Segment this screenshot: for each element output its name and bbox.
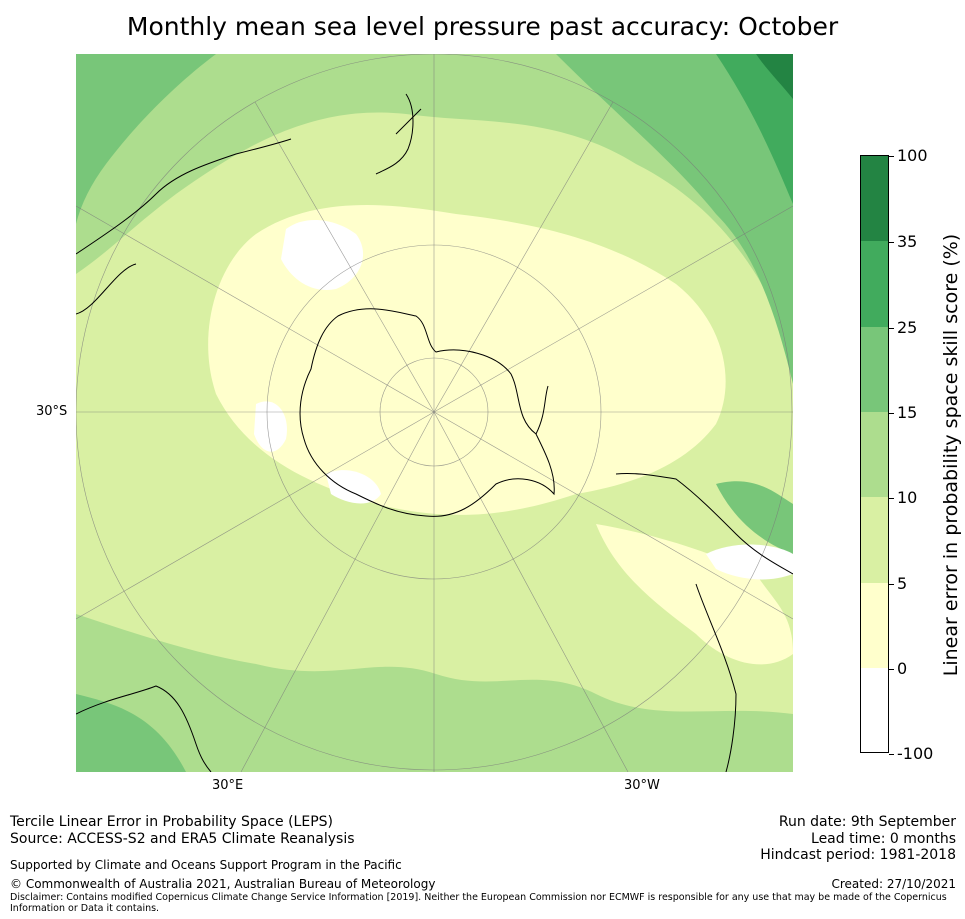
colorbar xyxy=(860,155,889,753)
map-title: Monthly mean sea level pressure past acc… xyxy=(126,12,839,41)
colorbar-swatch-25-35 xyxy=(860,241,889,327)
skill-band-10-15 xyxy=(76,54,793,354)
colorbar-tick-5: 5 xyxy=(889,574,907,593)
skill-band-15-25-east xyxy=(716,481,793,554)
footer-support: Supported by Climate and Oceans Support … xyxy=(10,858,402,872)
polar-map xyxy=(76,54,793,772)
footer-lead-time: Lead time: 0 months xyxy=(811,831,956,847)
skill-band-negative-3 xyxy=(326,470,381,504)
footer-leps: Tercile Linear Error in Probability Spac… xyxy=(10,814,333,830)
africa-coast xyxy=(76,685,212,772)
south-america-coast xyxy=(615,473,793,772)
skill-band-25-35 xyxy=(716,54,793,204)
skill-band-15-25-south xyxy=(76,694,186,772)
skill-band-15-25 xyxy=(556,54,793,384)
colorbar-tick-neg100: -100 xyxy=(889,744,933,763)
graticule xyxy=(76,54,793,772)
new-zealand-coast xyxy=(375,93,422,175)
colorbar-swatch-35-100 xyxy=(860,155,889,241)
colorbar-swatch-10-15 xyxy=(860,412,889,497)
colorbar-tick-25: 25 xyxy=(889,318,917,337)
skill-band-35-100 xyxy=(756,54,793,99)
lat-label-30s: 30°S xyxy=(36,404,68,419)
skill-band-10-15-south xyxy=(76,614,793,772)
footer-run-date: Run date: 9th September xyxy=(778,814,956,830)
skill-band-15-25-west xyxy=(76,54,216,224)
footer-disclaimer-2: Information or Data it contains. xyxy=(10,903,160,914)
coastlines xyxy=(76,93,793,772)
australia-coast xyxy=(76,138,292,315)
colorbar-tick-10: 10 xyxy=(889,488,917,507)
colorbar-tick-35: 35 xyxy=(889,232,917,251)
colorbar-swatch-15-25 xyxy=(860,327,889,412)
colorbar-frame xyxy=(860,155,889,753)
lon-label-30e: 30°E xyxy=(212,778,244,793)
footer-hindcast: Hindcast period: 1981-2018 xyxy=(760,847,956,863)
skill-band-0-5-east xyxy=(596,524,793,665)
footer-created: Created: 27/10/2021 xyxy=(831,877,956,891)
map-canvas xyxy=(76,54,793,772)
colorbar-swatch-5-10 xyxy=(860,497,889,583)
colorbar-label: Linear error in probability space skill … xyxy=(940,233,962,677)
lon-label-30w: 30°W xyxy=(624,778,660,793)
skill-band-negative-2 xyxy=(254,401,287,452)
colorbar-swatch-0-5 xyxy=(860,583,889,668)
antarctica-coast xyxy=(299,308,555,517)
colorbar-tick-15: 15 xyxy=(889,403,917,422)
footer-disclaimer-1: Disclaimer: Contains modified Copernicus… xyxy=(10,892,947,903)
colorbar-swatch-neg100-0 xyxy=(860,668,889,753)
skill-band-negative-4 xyxy=(706,544,793,580)
colorbar-tick-0: 0 xyxy=(889,659,907,678)
colorbar-tick-100: 100 xyxy=(889,146,928,165)
footer-copyright: © Commonwealth of Australia 2021, Austra… xyxy=(10,877,436,891)
antarctic-peninsula-coast xyxy=(535,385,549,435)
footer-source: Source: ACCESS-S2 and ERA5 Climate Reana… xyxy=(10,831,355,847)
